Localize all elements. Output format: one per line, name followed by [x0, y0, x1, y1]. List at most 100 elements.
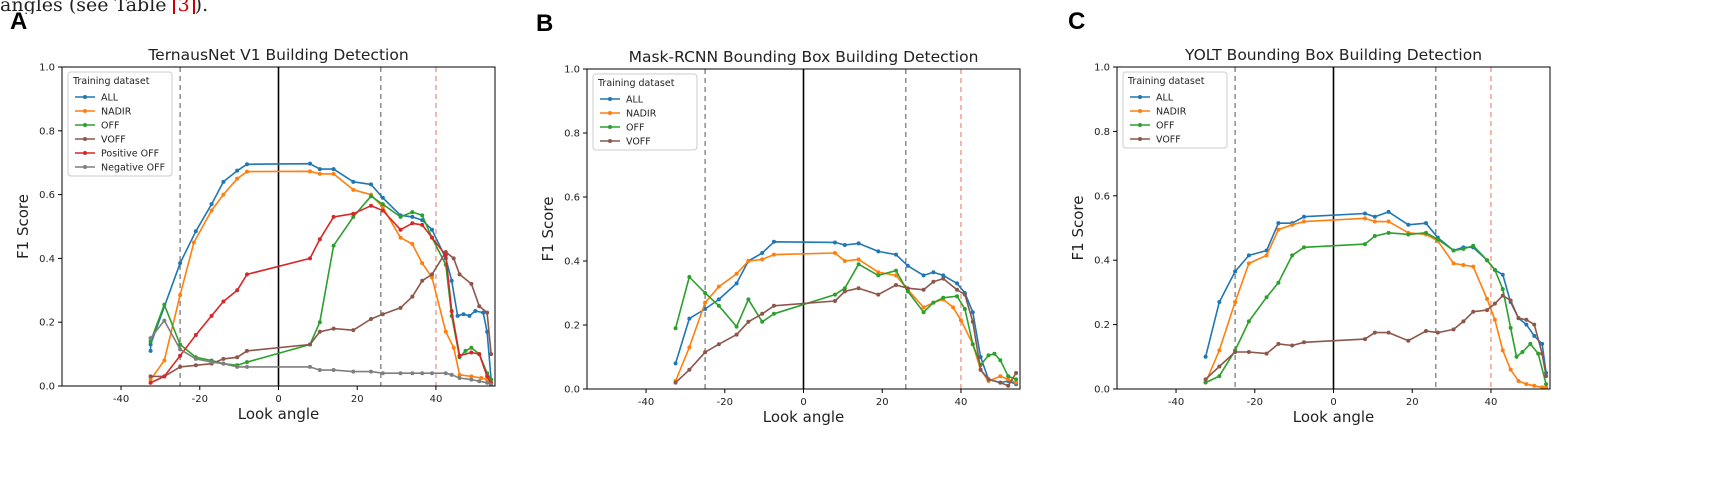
data-point-nadir-14 [921, 305, 926, 310]
data-point-voff-4 [734, 332, 739, 337]
data-point-positive-off-15 [410, 221, 415, 226]
data-point-nadir-8 [307, 169, 312, 174]
data-point-all-1 [148, 342, 153, 347]
data-point-nadir-19 [1500, 348, 1505, 353]
data-point-negative-off-6 [235, 364, 240, 369]
data-point-off-13 [380, 202, 385, 207]
data-point-off-1 [162, 302, 167, 307]
y-tick-label: 0.4 [1094, 256, 1110, 267]
data-point-voff-23 [1006, 383, 1011, 388]
data-point-voff-9 [842, 289, 847, 294]
legend-title: Training dataset [1127, 76, 1205, 87]
data-point-off-7 [1301, 245, 1306, 250]
data-point-all-23 [1532, 333, 1537, 338]
data-point-all-6 [760, 251, 765, 255]
data-point-all-0 [1203, 354, 1208, 359]
chart-title: YOLT Bounding Box Building Detection [1184, 46, 1482, 64]
data-point-off-4 [734, 324, 739, 329]
data-point-voff-24 [1540, 351, 1545, 356]
data-point-voff-3 [1246, 349, 1251, 354]
data-point-voff-0 [1203, 377, 1208, 382]
data-point-nadir-7 [1301, 219, 1306, 224]
x-axis-label: Look angle [1293, 408, 1375, 426]
x-tick-label: 0 [800, 397, 806, 408]
data-point-all-12 [1424, 221, 1429, 226]
data-point-nadir-21 [469, 374, 474, 379]
data-point-off-0 [673, 326, 678, 331]
data-point-off-11 [1406, 232, 1411, 237]
data-point-negative-off-22 [477, 379, 482, 384]
data-point-nadir-22 [479, 376, 484, 381]
data-point-negative-off-16 [420, 371, 425, 376]
y-tick-label: 0.6 [564, 193, 580, 204]
data-point-all-13 [380, 195, 385, 200]
data-point-nadir-20 [1508, 367, 1513, 372]
data-point-nadir-2 [703, 300, 708, 305]
data-point-voff-8 [832, 299, 837, 303]
data-point-voff-5 [221, 356, 226, 361]
legend-entry-positive-off: Positive OFF [101, 149, 159, 160]
data-point-all-10 [856, 241, 861, 246]
table-reference-link[interactable]: 3 [172, 0, 195, 14]
data-point-all-7 [771, 239, 776, 244]
x-tick-label: 40 [955, 397, 968, 408]
data-point-all-24 [481, 310, 486, 315]
data-point-nadir-7 [245, 169, 250, 174]
y-tick-label: 0.2 [564, 321, 580, 332]
data-point-off-6 [760, 319, 765, 324]
data-point-positive-off-18 [443, 253, 448, 258]
data-point-voff-3 [193, 363, 198, 368]
data-point-off-5 [746, 297, 751, 302]
data-point-voff-23 [485, 310, 490, 315]
y-tick-label: 0.0 [564, 385, 580, 396]
legend-marker-off [1138, 123, 1142, 127]
data-point-nadir-6 [1290, 222, 1295, 227]
data-point-positive-off-8 [307, 256, 312, 261]
chart-title: TernausNet V1 Building Detection [147, 46, 408, 64]
data-point-voff-17 [955, 287, 960, 292]
y-tick-label: 0.8 [1094, 127, 1110, 138]
data-point-voff-22 [1524, 317, 1529, 322]
data-point-all-2 [1233, 269, 1238, 274]
data-point-off-19 [970, 342, 975, 347]
data-point-negative-off-0 [148, 336, 153, 341]
data-point-nadir-10 [1386, 219, 1391, 224]
data-point-nadir-21 [1516, 378, 1521, 383]
data-point-voff-3 [716, 342, 721, 347]
data-point-all-0 [148, 348, 153, 353]
data-point-off-18 [1492, 267, 1497, 272]
data-point-positive-off-4 [209, 313, 214, 318]
data-point-negative-off-1 [162, 318, 167, 323]
data-point-negative-off-10 [331, 368, 336, 373]
data-point-nadir-17 [951, 305, 956, 310]
data-point-nadir-16 [420, 261, 425, 266]
data-point-off-22 [992, 351, 997, 356]
data-point-all-19 [449, 278, 454, 283]
series-line-voff [1205, 294, 1547, 380]
data-point-off-3 [1246, 319, 1251, 324]
data-point-all-4 [734, 281, 739, 286]
data-point-voff-15 [410, 294, 415, 299]
data-point-nadir-8 [832, 251, 837, 255]
legend-entry-all: ALL [1156, 93, 1174, 104]
data-point-nadir-9 [1372, 219, 1377, 224]
data-point-negative-off-24 [489, 382, 494, 387]
data-point-nadir-10 [856, 257, 861, 262]
data-point-voff-10 [331, 326, 336, 331]
legend-marker-voff [83, 137, 87, 141]
data-point-off-2 [178, 342, 183, 347]
data-point-voff-2 [178, 364, 183, 369]
data-point-all-10 [1386, 209, 1391, 214]
data-point-voff-6 [235, 355, 240, 360]
data-point-nadir-11 [351, 187, 356, 192]
data-point-negative-off-13 [380, 371, 385, 376]
data-point-off-11 [351, 214, 356, 219]
data-point-all-15 [410, 214, 415, 219]
data-point-voff-25 [1544, 374, 1549, 379]
data-point-voff-19 [451, 256, 456, 261]
data-point-nadir-18 [958, 318, 963, 323]
x-tick-label: 20 [351, 394, 364, 405]
data-point-nadir-5 [1276, 227, 1281, 232]
y-tick-label: 0.0 [39, 382, 55, 393]
data-point-voff-13 [905, 286, 910, 291]
